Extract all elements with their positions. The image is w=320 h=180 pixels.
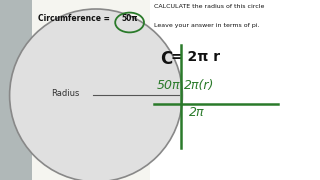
Text: 50π: 50π — [122, 14, 138, 23]
Ellipse shape — [10, 9, 182, 180]
Text: Circumference =: Circumference = — [38, 14, 113, 23]
Text: C: C — [160, 50, 172, 68]
Text: 2π: 2π — [189, 106, 204, 119]
Text: 2π(r): 2π(r) — [184, 79, 214, 92]
Text: Leave your answer in terms of pi.: Leave your answer in terms of pi. — [154, 23, 259, 28]
Bar — [150, 0, 320, 180]
Text: Radius: Radius — [52, 89, 80, 98]
Text: 50π: 50π — [157, 79, 180, 92]
Text: CALCULATE the radius of this circle: CALCULATE the radius of this circle — [154, 4, 264, 9]
Bar — [0, 0, 32, 180]
Text: = 2π r: = 2π r — [171, 50, 220, 64]
